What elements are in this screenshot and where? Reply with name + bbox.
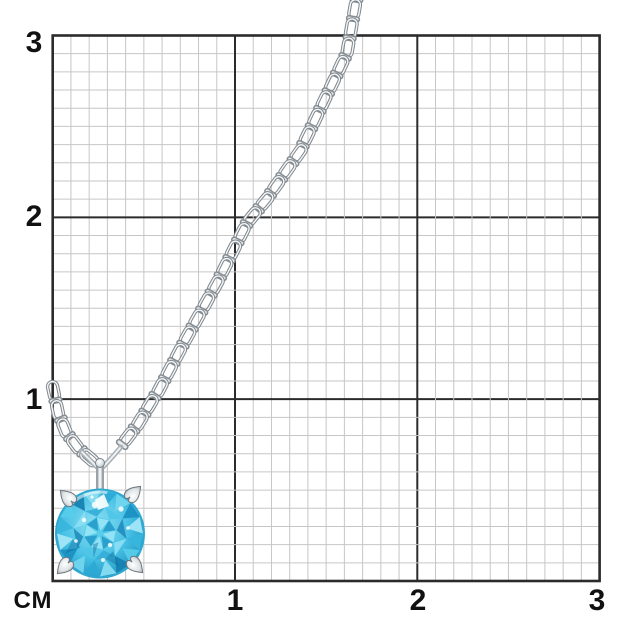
unit-label-cm: СМ (13, 587, 53, 614)
pendant-gemstone (55, 488, 145, 579)
y-axis-tick-2: 2 (25, 200, 43, 233)
y-axis-tick-1: 1 (25, 383, 43, 416)
y-axis-tick-3: 3 (25, 26, 43, 59)
x-axis-tick-3: 3 (588, 584, 606, 617)
x-axis-tick-2: 2 (409, 584, 427, 617)
bail-knob (95, 458, 105, 468)
grid-lines (51, 34, 601, 583)
x-axis-tick-1: 1 (226, 584, 244, 617)
necklace-chain (44, 0, 367, 470)
